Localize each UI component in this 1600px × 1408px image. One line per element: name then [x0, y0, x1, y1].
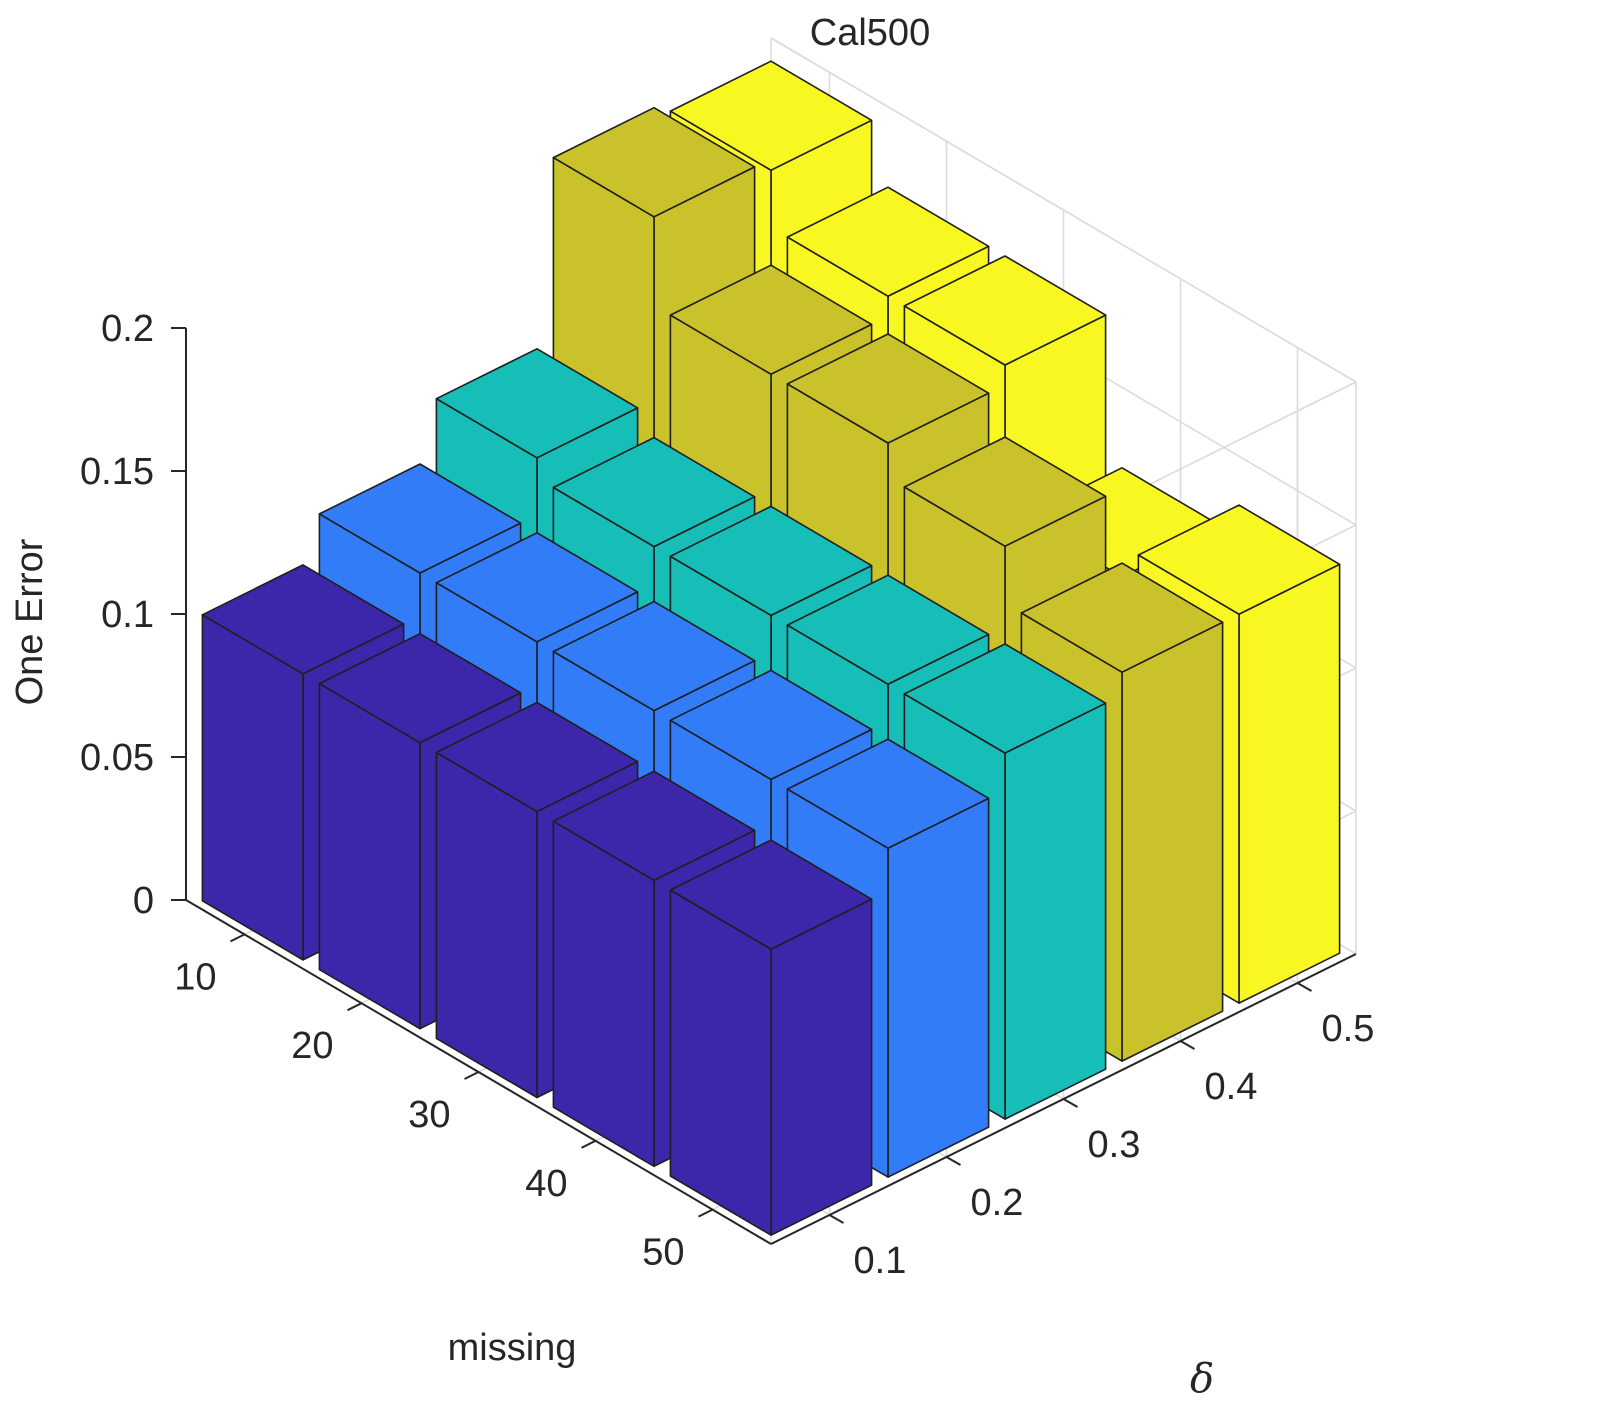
y-tick [829, 1214, 844, 1224]
x-tick [230, 933, 245, 943]
bar-top-face [552, 436, 756, 548]
z-tick-label: 0.05 [80, 737, 154, 779]
bars [201, 60, 1341, 1236]
y-tick [1063, 1098, 1078, 1108]
bar-top-face [786, 574, 990, 686]
z-tick-label: 0.1 [101, 594, 154, 636]
bar-top-face [903, 436, 1107, 548]
y-axis-label: δ [1190, 1356, 1214, 1402]
x-tick-label: 30 [408, 1094, 450, 1136]
y-tick-label: 0.1 [854, 1240, 907, 1282]
chart-title: Cal500 [810, 12, 930, 54]
bar-top-face [903, 643, 1107, 754]
x-axis-label: missing [448, 1327, 577, 1369]
bar-top-face [669, 60, 873, 171]
bar-top-face [669, 505, 873, 617]
axes: 0 0.05 0.1 0.15 0.2 10 20 30 40 50 0.1 0.2 0.3 0.4 0.5 [80, 308, 1374, 1282]
z-axis-label: One Error [9, 538, 51, 705]
bar-top-face [435, 701, 639, 813]
z-tick-label: 0.2 [101, 308, 154, 350]
x-tick [581, 1139, 596, 1149]
x-tick [347, 1002, 362, 1012]
x-tick-label: 20 [291, 1025, 333, 1067]
x-tick [698, 1208, 713, 1218]
bar-top-face [786, 186, 990, 298]
y-tick-label: 0.3 [1088, 1124, 1141, 1166]
bar [669, 839, 873, 1236]
bar-top-face [435, 347, 639, 459]
bar-top-face [669, 669, 873, 781]
bar-side-face [1121, 621, 1224, 1062]
bar-front-face [201, 613, 304, 961]
bar-side-face [887, 797, 990, 1178]
z-tick-label: 0.15 [80, 451, 154, 493]
x-tick-label: 10 [174, 956, 216, 998]
y-tick [946, 1156, 961, 1166]
y-tick-label: 0.5 [1322, 1008, 1375, 1050]
bar-side-face [1238, 563, 1341, 1004]
bar-top-face [903, 255, 1107, 366]
bar-front-face [435, 751, 538, 1099]
bar-top-face [318, 632, 522, 744]
z-tick-label: 0 [133, 880, 154, 922]
y-tick [1180, 1040, 1195, 1050]
y-tick [1297, 982, 1312, 992]
bar-front-face [552, 820, 655, 1168]
bar-top-face [318, 463, 522, 574]
bar-top-face [786, 333, 990, 444]
bar-top-face [552, 770, 756, 882]
y-tick-label: 0.2 [971, 1182, 1024, 1224]
bar-top-face [552, 600, 756, 712]
bar-front-face [669, 889, 772, 1236]
y-tick-label: 0.4 [1205, 1066, 1258, 1108]
bar-top-face [669, 264, 873, 376]
grid-line [770, 37, 1357, 383]
x-tick-label: 50 [642, 1232, 684, 1274]
bar-top-face [552, 106, 756, 218]
bar-top-face [435, 531, 639, 643]
bar-top-face [201, 564, 405, 675]
bar-side-face [1004, 702, 1107, 1120]
bar-top-face [669, 839, 873, 950]
bar-top-face [786, 738, 990, 850]
x-tick [464, 1071, 479, 1080]
x-tick-label: 40 [525, 1163, 567, 1205]
bar-front-face [318, 682, 421, 1030]
bar-top-face [1137, 504, 1341, 616]
bar-top-face [1020, 562, 1224, 674]
labels: Cal500 One Error missing δ [9, 12, 1214, 1402]
bar-side-face [770, 898, 873, 1236]
